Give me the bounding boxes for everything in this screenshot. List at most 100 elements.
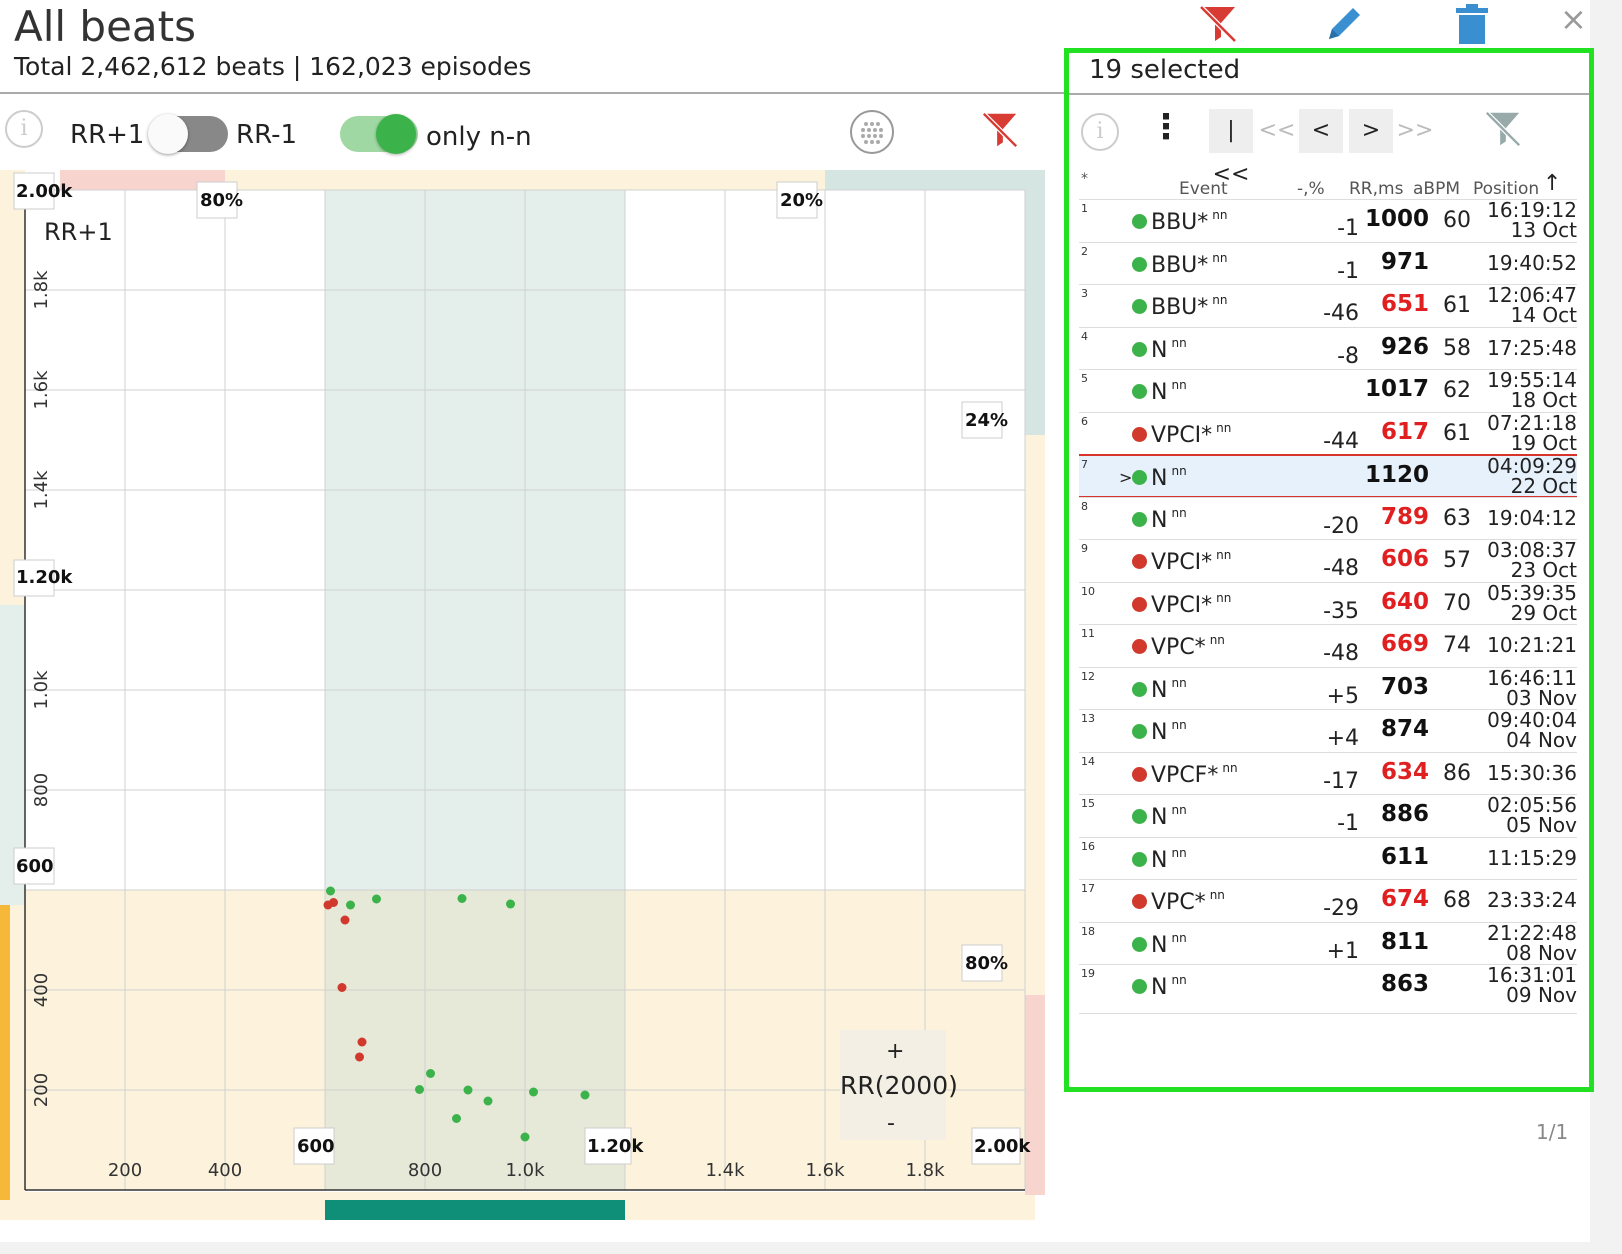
pencil-icon[interactable] [1322, 2, 1366, 46]
normal-beat-dot [1132, 724, 1147, 739]
sort-asc-icon[interactable]: ↑ [1543, 171, 1562, 196]
scatter-point[interactable] [452, 1114, 461, 1123]
normal-beat-dot [1132, 851, 1147, 867]
col-event[interactable]: Event [1179, 179, 1228, 199]
position-cell: 05:39:35 29 Oct [1487, 583, 1577, 623]
x-tick-label: 1.8k [905, 1160, 945, 1181]
trash-icon[interactable] [1450, 2, 1494, 46]
close-icon[interactable]: × [1560, 0, 1587, 38]
event-tag: nn [1171, 930, 1187, 945]
table-row[interactable]: 1 BBU* nn -1 1000 60 16:19:12 13 Oct [1079, 199, 1577, 243]
rr-cell: 640 [1380, 588, 1429, 615]
scatter-point[interactable] [372, 894, 381, 904]
col-pct[interactable]: -,% [1297, 179, 1325, 199]
more-menu-icon[interactable]: ⋮ [1149, 107, 1183, 147]
only-nn-toggle[interactable] [340, 114, 418, 154]
table-row[interactable]: 2 BBU* nn -1 971 19:40:52 [1079, 241, 1577, 286]
event-tag: nn [1212, 208, 1228, 222]
ectopic-beat-dot [1132, 554, 1147, 569]
panel-info-icon[interactable]: i [1081, 113, 1119, 151]
scatter-point[interactable] [323, 900, 333, 910]
scatter-point[interactable] [580, 1090, 590, 1100]
event-label: N [1151, 466, 1168, 491]
filter-off-icon[interactable] [1196, 2, 1240, 46]
chart-filter-off-icon[interactable] [980, 110, 1020, 154]
scatter-point[interactable] [355, 1052, 364, 1062]
nav-next-button[interactable]: > [1349, 109, 1393, 153]
scatter-point[interactable] [357, 1037, 367, 1047]
event-tag: nn [1171, 845, 1187, 860]
position-time: 03:08:37 [1487, 538, 1577, 562]
row-index: 6 [1081, 414, 1088, 428]
scatter-point[interactable] [426, 1069, 435, 1078]
event-cell: VPC* nn [1151, 888, 1225, 915]
event-label: N [1151, 720, 1168, 745]
col-bpm[interactable]: aBPM [1413, 179, 1460, 199]
table-row[interactable]: 10 VPCI* nn -35 640 70 05:39:35 29 Oct [1079, 581, 1577, 626]
nav-first-button[interactable]: |<< [1209, 109, 1253, 187]
table-row[interactable]: 3 BBU* nn -46 651 61 12:06:47 14 Oct [1079, 284, 1577, 328]
panel-filter-off-icon[interactable] [1483, 109, 1523, 153]
table-row[interactable]: 9 VPCI* nn -48 606 57 03:08:37 23 Oct [1079, 539, 1577, 583]
scatter-point[interactable] [506, 899, 515, 909]
scatter-point[interactable] [337, 983, 347, 992]
zoom-out-button[interactable]: - [887, 1111, 895, 1136]
grid-density-icon[interactable] [850, 110, 894, 154]
scatter-point[interactable] [520, 1132, 530, 1142]
scatter-point[interactable] [463, 1085, 473, 1095]
event-tag: nn [1216, 590, 1232, 605]
scatter-point[interactable] [340, 915, 350, 925]
pct-cell: -29 [1323, 896, 1359, 921]
normal-beat-dot [1132, 470, 1147, 485]
event-label: N [1151, 975, 1168, 1000]
event-label: VPCI* [1151, 422, 1213, 448]
rr-cell: 863 [1380, 971, 1429, 997]
nav-next-page-button[interactable]: >> [1396, 118, 1434, 143]
nav-prev-page-button[interactable]: << [1258, 118, 1296, 143]
bpm-cell: 58 [1443, 335, 1471, 361]
col-rr[interactable]: RR,ms [1349, 179, 1404, 199]
rr-scatter-chart[interactable]: 200 400 800 1.0k 1.4k 1.6k 1.8k 200 400 800 1.0k 1… [0, 170, 1064, 1220]
scatter-point[interactable] [346, 900, 355, 910]
box-label-x-600: 600 [293, 1127, 335, 1165]
info-icon[interactable]: i [5, 110, 43, 148]
table-bottom-divider [1079, 1013, 1577, 1014]
table-row[interactable]: 14 VPCF* nn -17 634 86 15:30:36 [1079, 751, 1577, 796]
position-cell: 12:06:47 14 Oct [1487, 285, 1577, 325]
col-position[interactable]: Position [1473, 179, 1540, 199]
rr-axis-toggle[interactable] [148, 114, 228, 154]
right-band-red [1025, 995, 1045, 1195]
scatter-point[interactable] [326, 886, 335, 896]
scatter-point[interactable] [483, 1096, 493, 1106]
nav-prev-button[interactable]: < [1299, 109, 1343, 153]
bpm-cell: 86 [1443, 760, 1471, 786]
y-axis-label: RR+1 [44, 218, 113, 246]
zoom-in-button[interactable]: + [886, 1039, 904, 1064]
x-tick-label: 1.0k [505, 1160, 545, 1181]
table-row[interactable]: 11 VPC* nn -48 669 74 10:21:21 [1079, 624, 1577, 668]
scatter-point[interactable] [415, 1085, 424, 1094]
y-tick-label: 800 [31, 773, 52, 807]
scatter-point[interactable] [457, 894, 467, 903]
y-tick-label: 1.4k [31, 470, 52, 510]
position-cell: 09:40:04 04 Nov [1487, 710, 1577, 750]
event-tag: nn [1171, 675, 1187, 690]
event-tag: nn [1216, 420, 1232, 435]
zoom-control[interactable] [840, 1030, 946, 1140]
box-label-y-1200: 1.20k [13, 559, 73, 597]
scatter-point[interactable] [529, 1087, 538, 1097]
page-title: All beats [14, 2, 197, 51]
event-label: N [1151, 380, 1168, 405]
table-row[interactable]: 17 VPC* nn -29 674 68 23:33:24 [1079, 879, 1577, 923]
table-row[interactable]: 6 VPCI* nn -44 617 61 07:21:18 19 Oct [1079, 411, 1577, 456]
